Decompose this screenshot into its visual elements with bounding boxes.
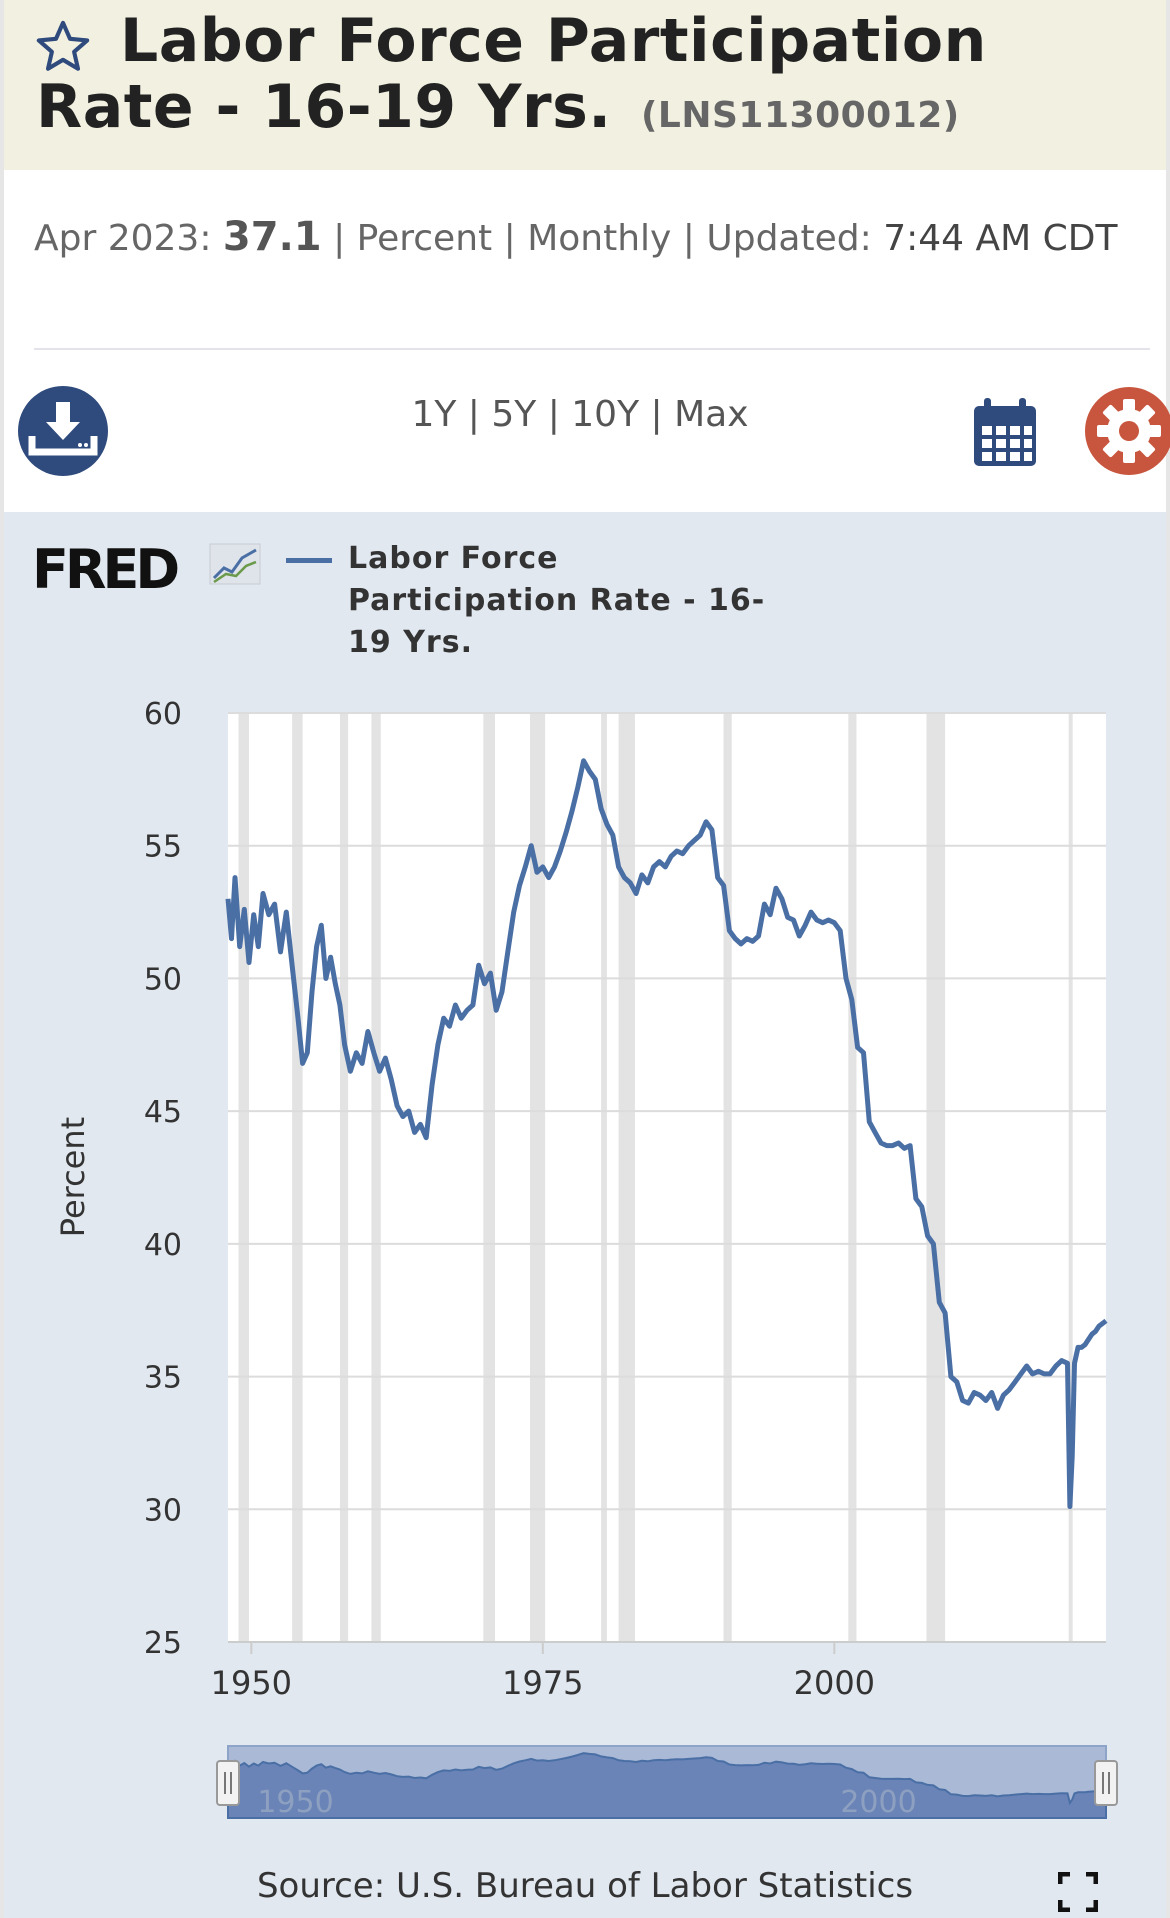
updated-label: Updated: (706, 218, 872, 259)
separator: | (503, 218, 516, 259)
x-tick-label: 2000 (794, 1664, 875, 1702)
range-max[interactable]: Max (674, 394, 749, 435)
y-tick-label: 55 (144, 830, 182, 865)
navigator-handle-right[interactable] (1094, 1760, 1118, 1806)
navigator-series (227, 1752, 1107, 1819)
recession-band (723, 713, 732, 1642)
recession-band (371, 713, 381, 1642)
calendar-icon[interactable] (972, 396, 1038, 468)
title-bar (4, 0, 1166, 170)
y-tick-label: 60 (144, 697, 182, 732)
separator: | (682, 218, 695, 259)
separator: | (333, 218, 346, 259)
updated-value: 7:44 AM CDT (883, 218, 1118, 259)
star-outline-icon[interactable] (34, 18, 92, 76)
divider (34, 348, 1150, 350)
fullscreen-icon[interactable] (1058, 1872, 1098, 1912)
settings-button[interactable] (1084, 386, 1170, 476)
source-note: Source: U.S. Bureau of Labor Statistics (256, 1866, 914, 1906)
recession-band (238, 713, 249, 1642)
x-tick-label: 1975 (502, 1664, 583, 1702)
y-axis-label: Percent (54, 1117, 92, 1237)
series-title: Labor Force Participation Rate - 16-19 Y… (36, 6, 987, 142)
navigator-tick-label: 2000 (840, 1785, 916, 1820)
navigator-tick-label: 1950 (257, 1785, 333, 1820)
recession-band (529, 713, 546, 1642)
y-tick-label: 45 (144, 1095, 182, 1130)
date-range-selector: 1Y | 5Y | 10Y | Max (411, 394, 749, 435)
y-tick-label: 40 (144, 1228, 182, 1263)
legend-swatch (286, 558, 332, 563)
recession-band (601, 713, 607, 1642)
page-title: Labor Force Participation Rate - 16-19 Y… (36, 8, 1146, 149)
y-tick-label: 25 (144, 1626, 182, 1661)
download-button[interactable] (18, 386, 108, 476)
y-tick-label: 50 (144, 962, 182, 997)
legend-series-name: Labor Force Participation Rate - 16-19 Y… (348, 541, 766, 660)
frequency-label: Monthly (527, 218, 672, 259)
range-5y[interactable]: 5Y (491, 394, 537, 435)
y-tick-label: 35 (144, 1361, 182, 1396)
recession-band (1068, 713, 1073, 1642)
units-label: Percent (356, 218, 493, 259)
navigator-handle-left[interactable] (216, 1760, 240, 1806)
latest-value: 37.1 (222, 214, 322, 260)
recession-band (292, 713, 303, 1642)
recession-band (926, 713, 946, 1642)
series-line (225, 758, 1108, 1510)
x-tick-label: 1950 (211, 1664, 292, 1702)
observation-meta: Apr 2023: 37.1 | Percent | Monthly | Upd… (34, 208, 1134, 268)
plot-background (228, 713, 1106, 1642)
range-10y[interactable]: 10Y (571, 394, 640, 435)
fred-logo: FRED (32, 540, 261, 596)
recession-band (618, 713, 635, 1642)
fred-logo-text: FRED (32, 540, 177, 596)
recession-band (483, 713, 496, 1642)
gear-icon (1085, 387, 1170, 475)
recession-band (339, 713, 349, 1642)
observation-date: Apr 2023: (34, 218, 212, 259)
download-icon (28, 402, 98, 456)
recession-band (848, 713, 857, 1642)
series-id: (LNS11300012) (640, 95, 960, 136)
y-tick-label: 30 (144, 1493, 182, 1528)
range-1y[interactable]: 1Y (411, 394, 457, 435)
